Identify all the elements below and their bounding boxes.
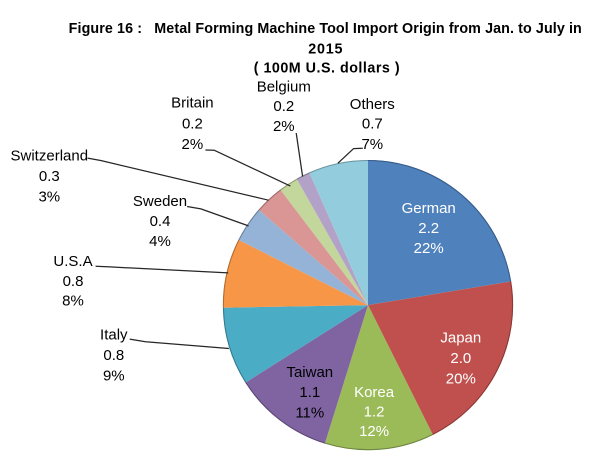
svg-text:0.2: 0.2 xyxy=(273,98,294,115)
svg-text:U.S.A: U.S.A xyxy=(53,253,92,270)
svg-text:0.3: 0.3 xyxy=(39,168,60,185)
svg-text:0.2: 0.2 xyxy=(182,115,203,132)
svg-text:Others: Others xyxy=(350,96,395,113)
svg-text:Italy: Italy xyxy=(100,326,128,343)
svg-text:7%: 7% xyxy=(361,136,383,153)
svg-text:1.1: 1.1 xyxy=(299,384,320,401)
svg-text:11%: 11% xyxy=(295,404,324,421)
svg-text:2015: 2015 xyxy=(308,42,343,58)
svg-text:( 100M U.S. dollars ): ( 100M U.S. dollars ) xyxy=(254,61,400,77)
svg-text:1.2: 1.2 xyxy=(364,404,385,421)
svg-text:12%: 12% xyxy=(359,423,389,440)
svg-text:0.7: 0.7 xyxy=(362,115,383,132)
svg-text:Britain: Britain xyxy=(171,95,214,112)
svg-text:Korea: Korea xyxy=(354,384,395,401)
svg-text:Switzerland: Switzerland xyxy=(11,148,89,165)
svg-text:Belgium: Belgium xyxy=(257,78,311,95)
svg-text:2%: 2% xyxy=(273,118,295,135)
svg-text:9%: 9% xyxy=(103,367,125,384)
svg-text:4%: 4% xyxy=(149,233,171,250)
svg-text:3%: 3% xyxy=(38,189,60,206)
svg-text:0.8: 0.8 xyxy=(63,273,84,290)
svg-text:2.2: 2.2 xyxy=(418,220,439,237)
svg-text:Japan: Japan xyxy=(440,330,481,347)
svg-text:20%: 20% xyxy=(446,370,476,387)
svg-text:German: German xyxy=(402,200,456,217)
svg-text:Taiwan: Taiwan xyxy=(286,364,333,381)
svg-text:2%: 2% xyxy=(182,136,204,153)
svg-text:Figure 16 : Metal Forming Ma: Figure 16 : Metal Forming Machine Tool I… xyxy=(69,21,582,37)
svg-text:Sweden: Sweden xyxy=(133,193,187,210)
svg-text:8%: 8% xyxy=(62,293,84,310)
svg-text:0.4: 0.4 xyxy=(150,213,171,230)
svg-text:22%: 22% xyxy=(414,240,444,257)
svg-text:2.0: 2.0 xyxy=(450,350,471,367)
svg-text:0.8: 0.8 xyxy=(103,347,124,364)
